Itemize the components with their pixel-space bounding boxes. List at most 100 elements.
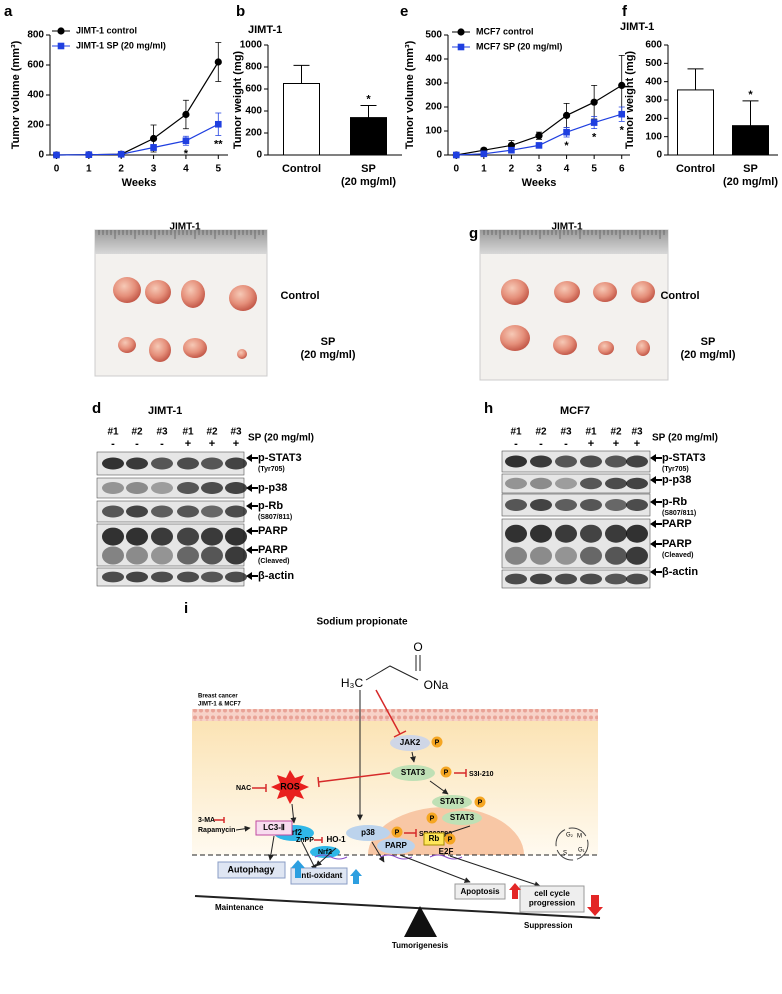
band [530, 524, 552, 543]
band [201, 482, 223, 494]
series-line [56, 123, 219, 156]
band [126, 546, 148, 565]
data-point [618, 81, 626, 89]
treatment-sign: + [613, 438, 619, 450]
y-tick-label: 600 [245, 84, 262, 95]
band [225, 546, 247, 565]
y-axis-label: Tumor weight (mg) [624, 51, 636, 150]
x-tick-label: 4 [564, 164, 570, 175]
inhibition [252, 784, 267, 792]
band [605, 499, 627, 511]
band [580, 455, 602, 468]
y-tick-label: 600 [645, 40, 662, 51]
band [225, 527, 247, 546]
y-tick-label: 300 [645, 95, 662, 106]
data-point [214, 58, 222, 66]
treatment-label: SP (20 mg/ml) [652, 433, 718, 444]
band [530, 546, 552, 565]
sample-label: #1 [585, 427, 597, 438]
y-tick-label: 200 [27, 120, 44, 131]
row-label: SP (20 mg/ml) [680, 336, 735, 361]
band [126, 571, 148, 583]
treatment-label: SP (20 mg/ml) [248, 433, 314, 444]
panel-label: f [622, 3, 628, 20]
tumor [149, 338, 171, 362]
x-tick-label: SP (20 mg/ml) [341, 163, 396, 188]
inhibition [375, 689, 407, 738]
treatment-sign: - [539, 438, 543, 450]
band [580, 499, 602, 511]
fulcrum [404, 906, 437, 937]
sample-label: #2 [206, 427, 218, 438]
error-bar [293, 64, 310, 84]
data-point [182, 137, 190, 145]
band-label: PARP [258, 544, 288, 556]
legend-marker [457, 43, 465, 51]
pointer-arrow [246, 484, 258, 492]
legend-label: JIMT-1 SP (20 mg/ml) [76, 40, 166, 50]
band [201, 571, 223, 583]
band [225, 457, 247, 470]
pointer-arrow [246, 527, 258, 535]
band [126, 527, 148, 546]
sample-label: #1 [510, 427, 522, 438]
membrane [192, 709, 598, 721]
phase: G₂ [566, 833, 574, 839]
band [626, 499, 648, 511]
arrow [267, 835, 275, 861]
outcome-box [454, 883, 506, 900]
band [151, 527, 173, 546]
data-point [508, 146, 515, 154]
protein-label: Nrf2 [318, 849, 332, 856]
band [201, 505, 223, 518]
band [102, 546, 124, 565]
treatment-sign: + [634, 438, 640, 450]
legend-marker [57, 42, 65, 50]
pointer-arrow [246, 454, 258, 462]
band [201, 546, 223, 565]
tumor [118, 337, 136, 353]
band [555, 573, 577, 585]
phospho-badge [391, 826, 403, 838]
data-point [85, 151, 93, 158]
treatment-sign: + [588, 438, 594, 450]
protein-label: Nrf2 [286, 828, 303, 837]
x-tick-label: 2 [509, 164, 515, 175]
treatment-sign: + [233, 438, 239, 450]
protein-label: STAT3 [450, 813, 475, 822]
treatment-sign: - [514, 438, 518, 450]
up-arrow [349, 869, 363, 884]
tumor [636, 340, 650, 356]
band [626, 573, 648, 585]
legend-marker [57, 27, 65, 35]
inhibition [314, 837, 323, 843]
band [555, 455, 577, 468]
band-label: PARP [662, 518, 692, 530]
phase: G₁ [578, 848, 585, 854]
balance-label: Maintenance [215, 903, 264, 912]
sample-label: #3 [156, 427, 168, 438]
chem-label: H₃C [341, 676, 364, 690]
balance-beam [194, 895, 601, 919]
band [555, 499, 577, 511]
row-label: Control [660, 290, 699, 302]
band [555, 546, 577, 565]
inhibitor: ZnPP [296, 837, 314, 844]
protein-label: STAT3 [440, 797, 465, 806]
error-bar [687, 68, 704, 90]
x-tick-label: 3 [151, 164, 157, 175]
outcome-box [217, 861, 286, 879]
band [505, 524, 527, 543]
x-tick-label: 3 [536, 164, 542, 175]
y-tick-label: 100 [425, 126, 442, 137]
outcome: Anti-oxidant [296, 871, 343, 880]
error-bar [360, 105, 377, 118]
balance-label: Suppression [524, 921, 573, 930]
band [177, 527, 199, 546]
protein [391, 765, 435, 781]
sample-label: #2 [535, 427, 547, 438]
pointer-arrow [650, 520, 662, 528]
band-label: p-p38 [662, 474, 691, 486]
protein [390, 735, 430, 751]
photo-title: JIMT-1 [551, 222, 583, 233]
